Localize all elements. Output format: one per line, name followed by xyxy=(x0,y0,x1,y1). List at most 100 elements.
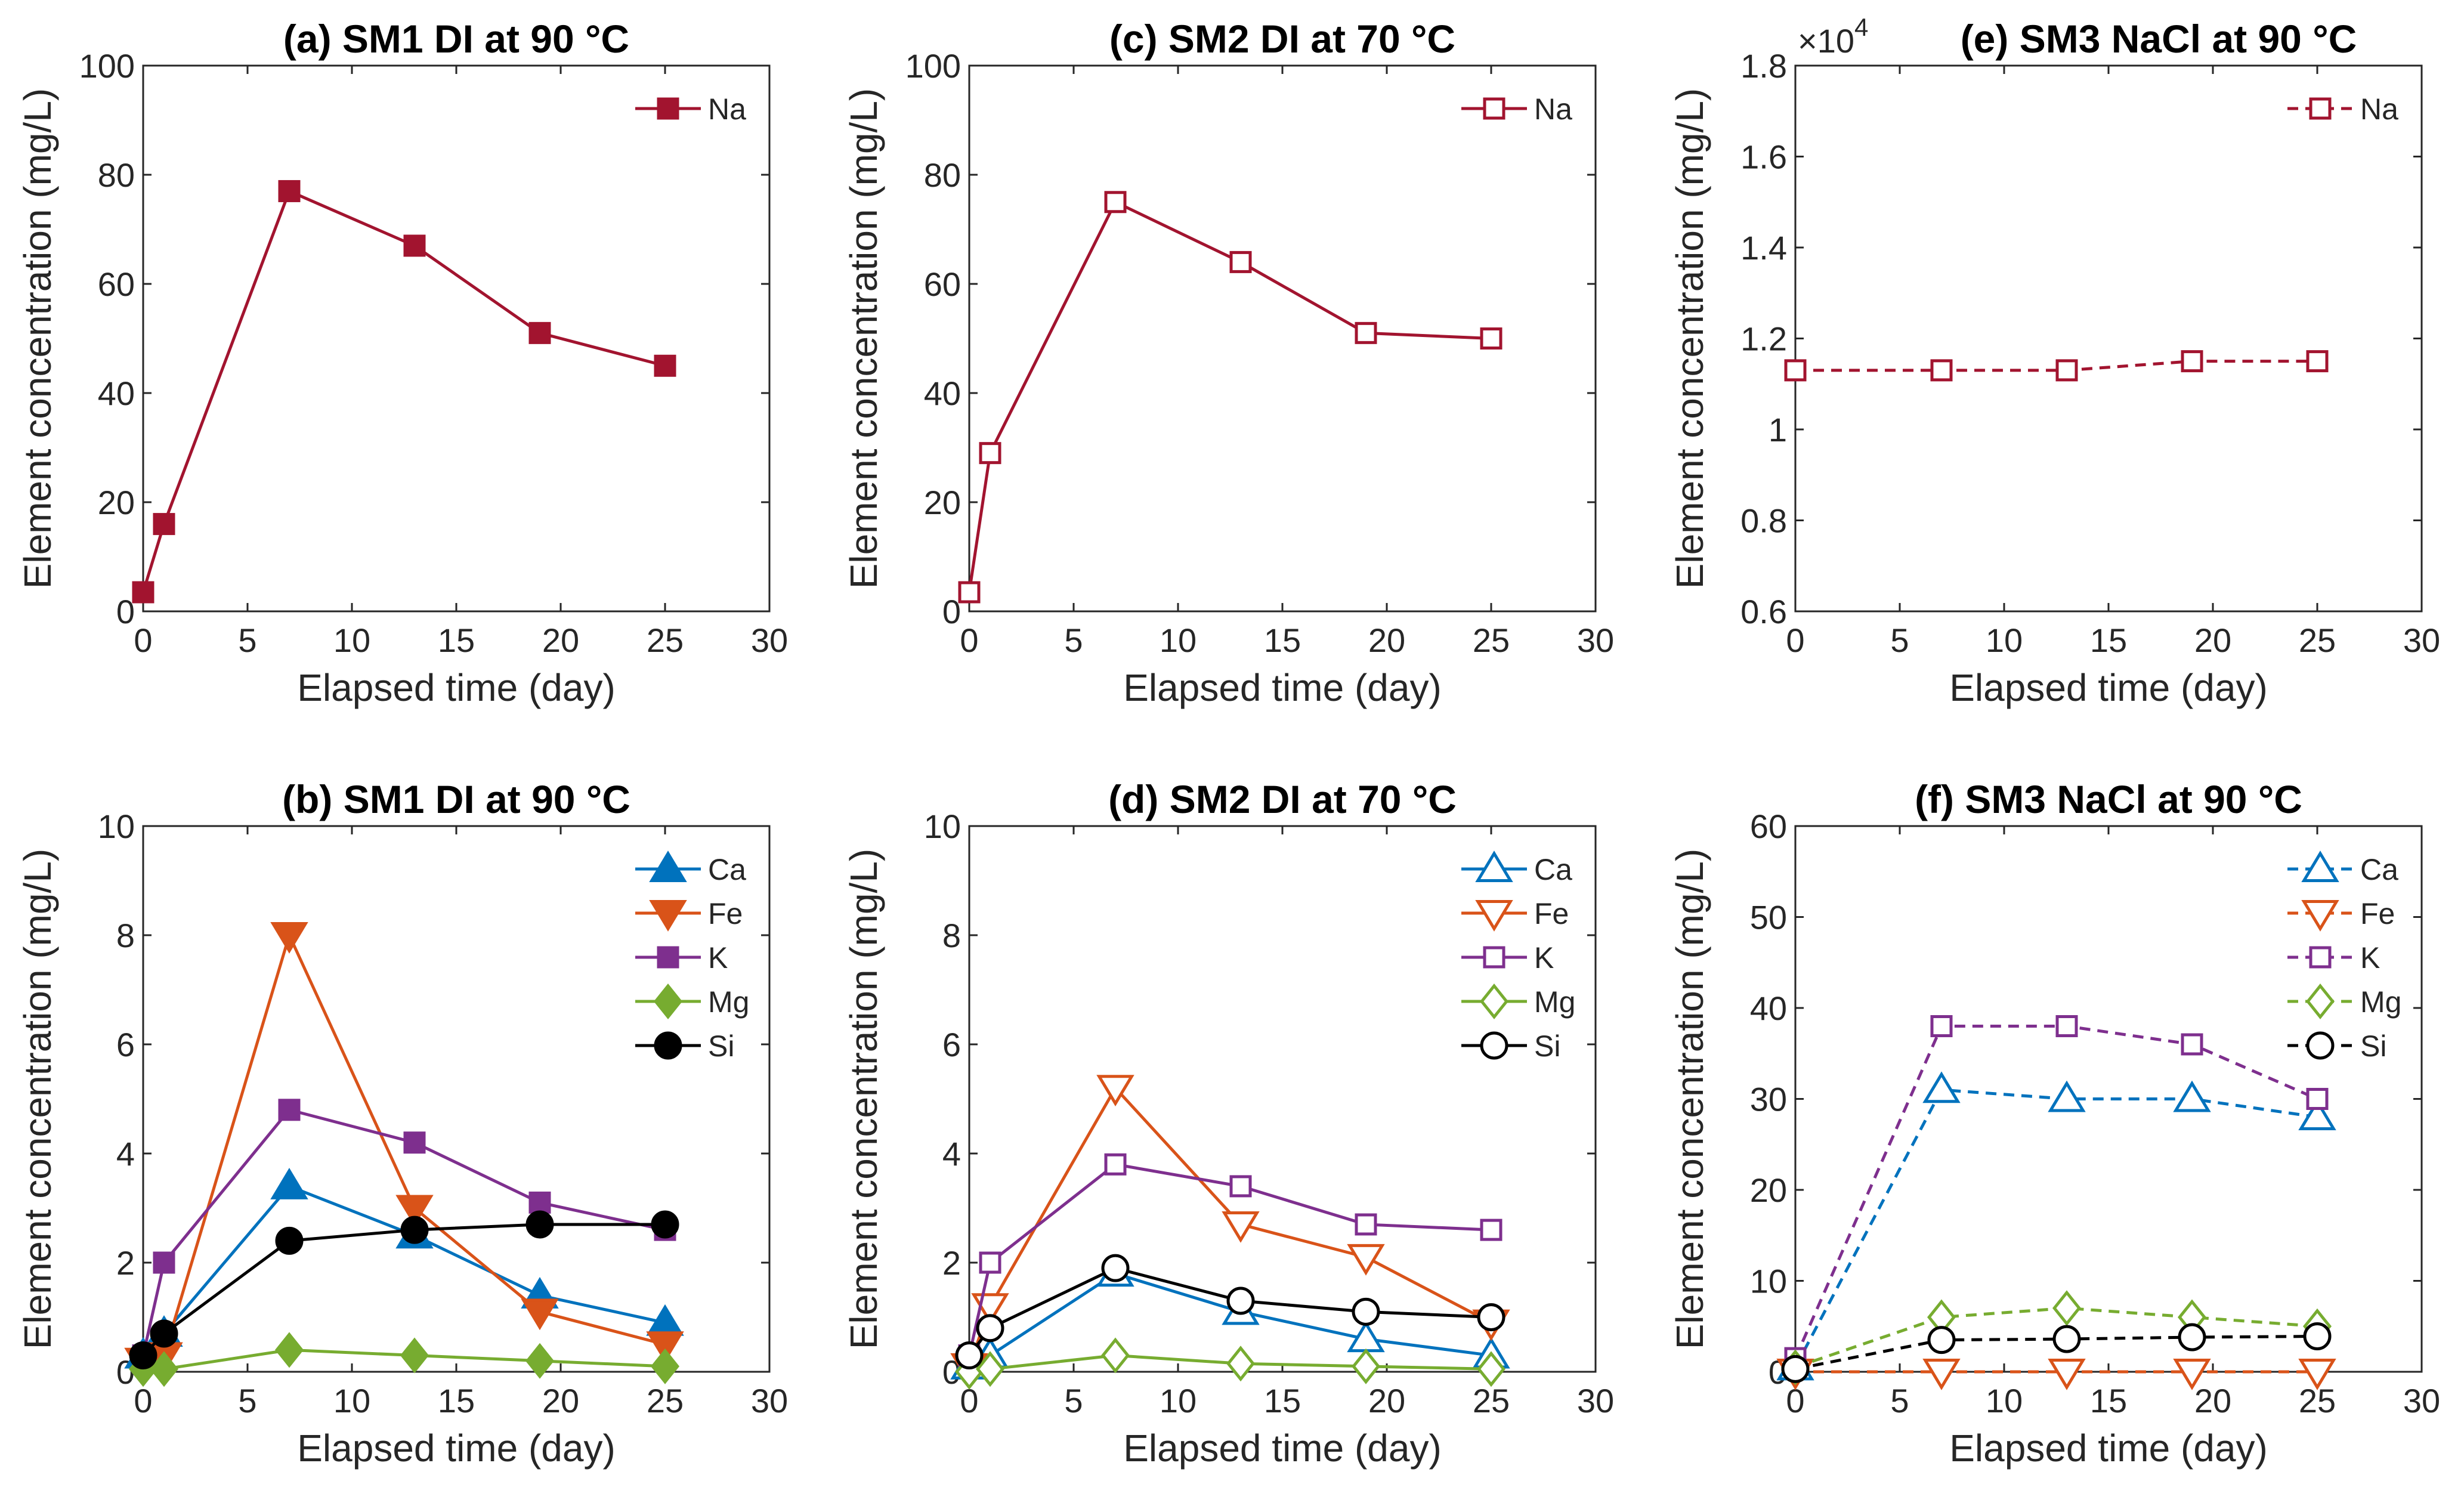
y-tick-label: 100 xyxy=(79,47,135,85)
data-point-mg xyxy=(149,1351,179,1387)
legend-marker-na xyxy=(1483,97,1505,120)
legend-label-fe: Fe xyxy=(1534,897,1569,930)
series-line-k xyxy=(967,1162,1492,1356)
data-point-na xyxy=(528,321,551,344)
y-tick-label: 4 xyxy=(942,1135,961,1173)
x-tick-label: 10 xyxy=(1160,621,1197,659)
series-line-na xyxy=(141,189,666,593)
data-point-fe xyxy=(270,922,308,954)
y-tick-label: 10 xyxy=(98,808,135,845)
data-point-mg xyxy=(975,1351,1005,1387)
y-tick-label: 10 xyxy=(1750,1263,1787,1300)
legend-marker-k xyxy=(1483,946,1505,969)
panel-e: 0 5 10 15 20 25 300.60.811.21.41.61.8×104 (e) S… xyxy=(1668,13,2440,709)
x-tick-label: 5 xyxy=(1890,1382,1909,1420)
x-tick-label: 30 xyxy=(751,1382,788,1420)
legend-label-k: K xyxy=(708,941,728,975)
y-tick-label: 4 xyxy=(116,1135,135,1173)
data-point-si xyxy=(2303,1322,2332,1351)
panel-b-title: (b) SM1 DI at 90 °C xyxy=(282,777,630,821)
data-point-k xyxy=(1104,1153,1127,1176)
x-tick-label: 20 xyxy=(2194,621,2231,659)
data-point-na xyxy=(132,581,154,604)
data-point-ca xyxy=(1922,1071,1961,1103)
x-tick-label: 5 xyxy=(1890,621,1909,659)
x-tick-label: 10 xyxy=(1986,1382,2023,1420)
x-tick-label: 30 xyxy=(1577,1382,1614,1420)
data-point-na xyxy=(1930,359,1953,382)
data-point-k xyxy=(278,1099,301,1121)
x-tick-label: 0 xyxy=(134,621,152,659)
data-point-ca xyxy=(2298,1099,2336,1130)
data-point-mg xyxy=(650,1348,680,1384)
y-tick-label: 0 xyxy=(942,593,961,630)
x-tick-label: 15 xyxy=(2090,621,2127,659)
panel-f-title: (f) SM3 NaCl at 90 °C xyxy=(1915,777,2302,821)
data-point-k xyxy=(1480,1219,1502,1241)
data-point-k xyxy=(1930,1015,1953,1037)
panel-b-legend: Ca Fe K Mg Si xyxy=(635,851,749,1063)
data-point-ca xyxy=(270,1168,308,1199)
legend-marker-na xyxy=(2309,97,2332,120)
x-tick-label: 20 xyxy=(1368,1382,1405,1420)
y-tick-label: 2 xyxy=(116,1244,135,1282)
x-tick-label: 5 xyxy=(238,621,256,659)
panel-c: 0 5 10 15 20 25 30 0 20 40 60 80 100 (c) SM2 DI at 70… xyxy=(842,17,1614,709)
data-point-na xyxy=(153,513,175,536)
legend-label-fe: Fe xyxy=(708,897,743,930)
y-tick-label: 60 xyxy=(98,265,135,303)
y-tick-label: 20 xyxy=(98,484,135,521)
x-tick-label: 0 xyxy=(134,1382,152,1420)
series-line-na xyxy=(967,200,1492,593)
legend-marker-ca xyxy=(1475,851,1513,882)
data-point-mg xyxy=(1476,1351,1506,1387)
data-point-na xyxy=(979,442,1001,465)
legend-marker-fe xyxy=(2301,900,2339,932)
legend-marker-fe xyxy=(649,900,687,932)
data-point-mg xyxy=(1100,1337,1130,1374)
data-point-na xyxy=(2181,350,2203,373)
y-axis-label: Element concentration (mg/L) xyxy=(16,88,59,589)
series-line-k xyxy=(141,1108,666,1356)
x-tick-label: 25 xyxy=(1473,1382,1510,1420)
y-tick-label: 30 xyxy=(1750,1081,1787,1118)
x-tick-label: 25 xyxy=(2299,621,2336,659)
legend-label-ca: Ca xyxy=(2360,853,2398,886)
y-tick-label: 50 xyxy=(1750,899,1787,936)
legend-marker-ca xyxy=(649,851,687,882)
series-si xyxy=(1781,1322,2332,1383)
data-point-k xyxy=(403,1131,426,1154)
data-point-k xyxy=(2055,1015,2078,1037)
legend-marker-mg xyxy=(2305,983,2335,1020)
data-point-si xyxy=(1477,1303,1505,1331)
series-line-mg xyxy=(1795,1306,2318,1369)
data-point-ca xyxy=(2173,1080,2211,1112)
panel-e-legend: Na xyxy=(2287,92,2398,126)
legend-label-na: Na xyxy=(1534,92,1572,126)
x-tick-label: 20 xyxy=(542,621,579,659)
data-point-fe xyxy=(395,1195,434,1227)
legend-label-na: Na xyxy=(708,92,746,126)
x-tick-label: 20 xyxy=(1368,621,1405,659)
panel-e-title: (e) SM3 NaCl at 90 °C xyxy=(1961,17,2357,61)
data-point-fe xyxy=(646,1331,684,1363)
legend-marker-si xyxy=(1480,1031,1508,1060)
y-tick-label: 0.6 xyxy=(1740,593,1787,630)
data-point-na xyxy=(654,354,676,377)
data-point-k xyxy=(979,1251,1001,1274)
x-tick-label: 5 xyxy=(238,1382,256,1420)
x-tick-label: 0 xyxy=(960,621,978,659)
legend-marker-fe xyxy=(1475,900,1513,932)
y-tick-label: 1.6 xyxy=(1740,138,1787,176)
legend-label-si: Si xyxy=(708,1029,734,1063)
data-point-na xyxy=(278,180,301,202)
data-point-k xyxy=(528,1191,551,1214)
x-tick-label: 10 xyxy=(1986,621,2023,659)
y-tick-label: 0 xyxy=(116,593,135,630)
legend-label-ca: Ca xyxy=(708,853,746,886)
y-tick-label: 8 xyxy=(942,917,961,954)
y-tick-label: 60 xyxy=(1750,808,1787,845)
data-point-na xyxy=(1104,191,1127,214)
legend-label-fe: Fe xyxy=(2360,897,2395,930)
